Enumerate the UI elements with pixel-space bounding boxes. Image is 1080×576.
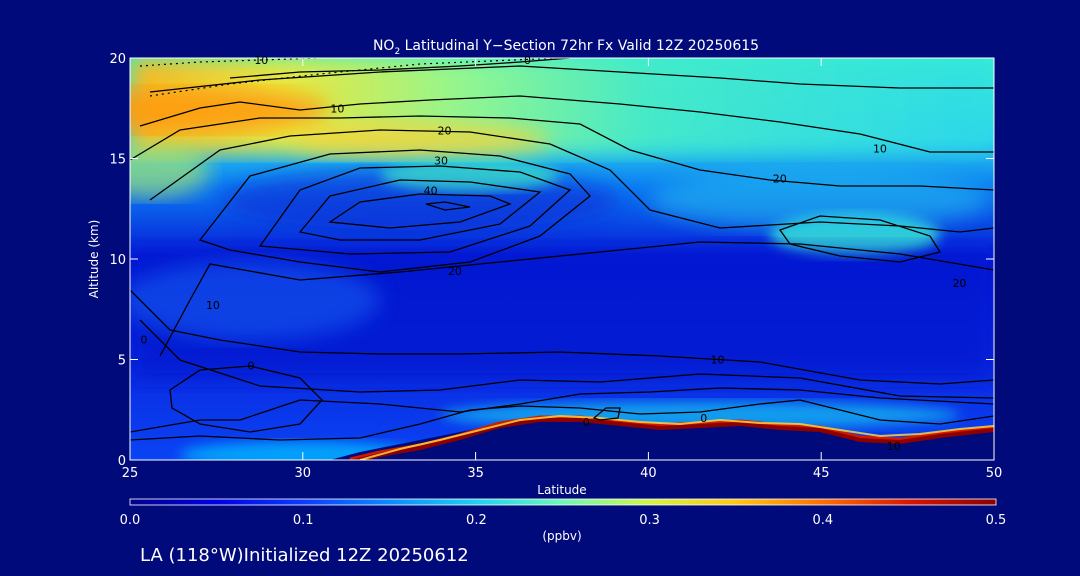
contour-label: 10 [206, 299, 220, 312]
contour-label: 20 [773, 173, 787, 186]
y-tick-label: 10 [109, 253, 126, 268]
x-axis: 25 30 35 40 45 50 [122, 58, 1003, 481]
x-tick-label: 50 [986, 466, 1003, 481]
colorbar-ticks: 0.0 0.1 0.2 0.3 0.4 0.5 [120, 513, 1007, 528]
colorbar-tick-label: 0.3 [639, 513, 660, 528]
colorbar [129, 498, 997, 506]
colorbar-tick-label: 0.5 [986, 513, 1007, 528]
y-axis: 0 5 10 15 20 [109, 52, 994, 469]
x-axis-label: Latitude [537, 483, 586, 497]
footer-text: LA (118°W)Initialized 12Z 20250612 [140, 545, 469, 566]
x-tick-label: 45 [813, 466, 830, 481]
contour-label: 10 [711, 354, 725, 367]
colorbar-tick-label: 0.2 [466, 513, 487, 528]
contour-label: 30 [434, 155, 448, 168]
contour-label: 0 [524, 54, 531, 67]
y-tick-label: 15 [109, 153, 126, 168]
x-tick-label: 30 [295, 466, 312, 481]
contour-labels: 10 0 10 20 30 40 10 20 20 10 0 0 10 20 0 0 10 [140, 54, 966, 453]
contour-label: 0 [583, 416, 590, 429]
contour-lines [130, 58, 994, 441]
colorbar-tick-label: 0.4 [812, 513, 833, 528]
contour-label: 0 [140, 333, 147, 346]
contour-label: 20 [448, 265, 462, 278]
contour-label: 10 [887, 440, 901, 453]
contour-label: 10 [254, 54, 268, 67]
colorbar-tick-label: 0.1 [293, 513, 314, 528]
heatmap-field [130, 58, 994, 460]
contour-label: 10 [330, 102, 344, 115]
contour-label: 40 [424, 185, 438, 198]
chart-title: NO2 Latitudinal Y−Section 72hr Fx Valid … [373, 38, 759, 57]
x-tick-label: 25 [122, 466, 139, 481]
x-tick-label: 35 [467, 466, 484, 481]
contour-label: 10 [873, 142, 887, 155]
y-tick-label: 0 [118, 454, 126, 469]
contour-label: 20 [437, 124, 451, 137]
contour-label: 0 [700, 412, 707, 425]
colorbar-unit: (ppbv) [542, 529, 581, 543]
colorbar-tick-label: 0.0 [120, 513, 141, 528]
y-axis-label: Altitude (km) [87, 220, 101, 299]
contour-label: 0 [247, 360, 254, 373]
y-tick-label: 20 [109, 52, 126, 67]
contour-label: 20 [952, 277, 966, 290]
x-tick-label: 40 [640, 466, 657, 481]
y-tick-label: 5 [118, 354, 126, 369]
